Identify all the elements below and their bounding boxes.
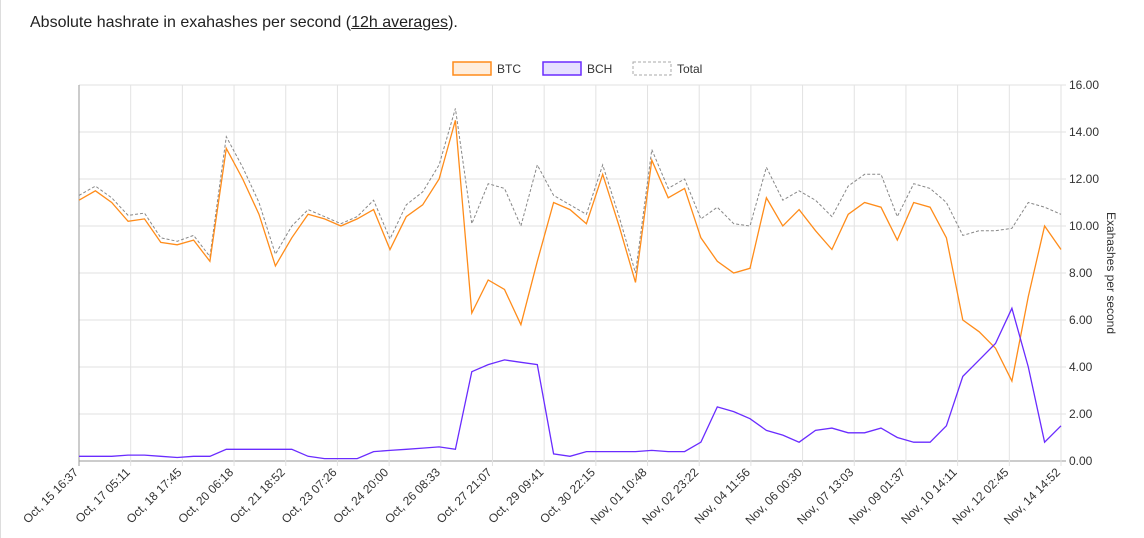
series-line-bch xyxy=(79,306,1062,460)
y-tick-label: 12.00 xyxy=(1069,172,1099,186)
y-tick-label: 2.00 xyxy=(1069,407,1093,421)
series-line-btc xyxy=(78,120,1062,384)
legend-item-total[interactable]: Total xyxy=(632,61,702,76)
chart-caption: Absolute hashrate in exahashes per secon… xyxy=(30,14,458,31)
y-axis-label: Exahashes per second xyxy=(1104,212,1118,334)
series-line-total xyxy=(78,108,1062,274)
y-tick-label: 14.00 xyxy=(1069,125,1099,139)
y-tick-label: 10.00 xyxy=(1069,219,1099,233)
legend-label: Total xyxy=(677,62,702,76)
y-tick-label: 4.00 xyxy=(1069,360,1093,374)
x-tick-label: Oct, 15 16:37 xyxy=(20,465,81,526)
y-tick-label: 8.00 xyxy=(1069,266,1093,280)
y-tick-label: 16.00 xyxy=(1069,78,1099,92)
legend-label: BCH xyxy=(587,62,612,76)
legend-swatch xyxy=(452,61,492,76)
y-tick-label: 0.00 xyxy=(1069,454,1093,468)
legend-swatch xyxy=(542,61,582,76)
legend-item-bch[interactable]: BCH xyxy=(542,61,612,76)
y-tick-label: 6.00 xyxy=(1069,313,1093,327)
legend-swatch xyxy=(632,61,672,76)
legend: BTC BCH Total xyxy=(452,61,702,76)
averages-link[interactable]: 12h averages xyxy=(351,14,449,31)
legend-item-btc[interactable]: BTC xyxy=(452,61,521,76)
legend-label: BTC xyxy=(497,62,521,76)
